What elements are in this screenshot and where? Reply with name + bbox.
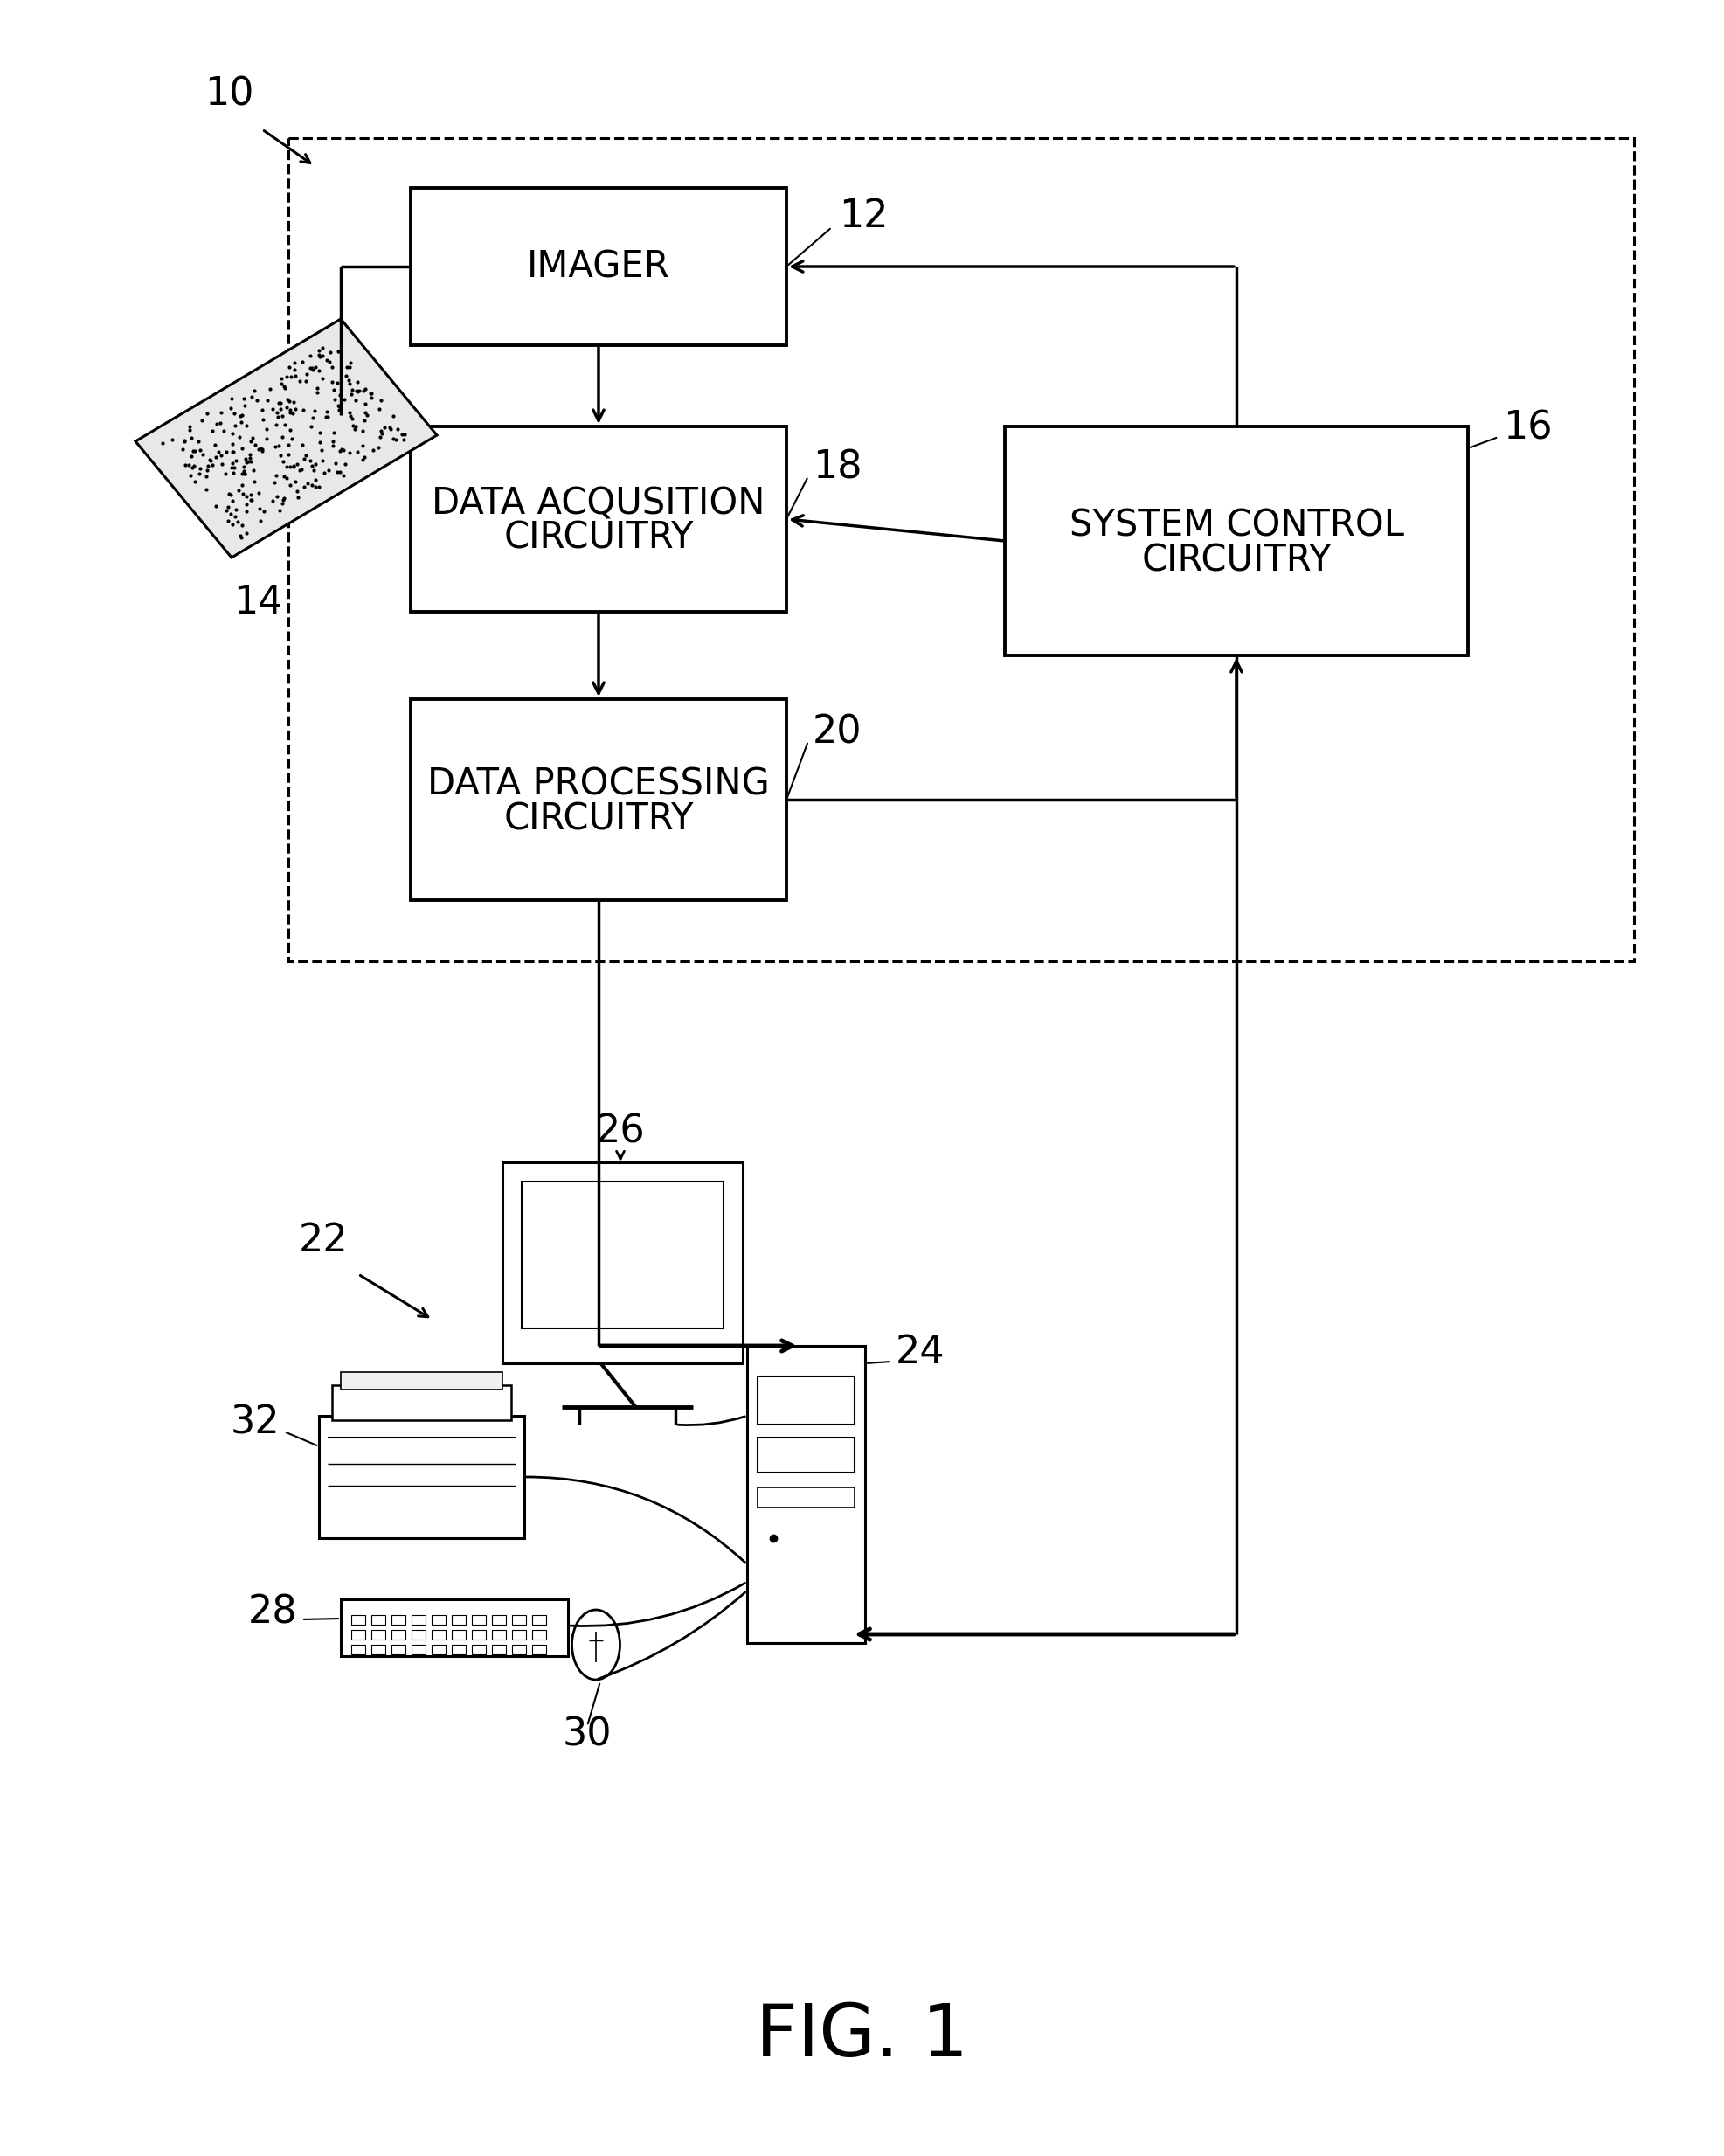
Ellipse shape [572, 1611, 619, 1680]
Polygon shape [333, 1384, 510, 1421]
Text: CIRCUITRY: CIRCUITRY [503, 520, 693, 556]
Polygon shape [1005, 427, 1467, 655]
Text: DATA ACQUSITION: DATA ACQUSITION [431, 485, 765, 522]
Text: 16: 16 [1502, 410, 1552, 446]
Polygon shape [341, 1371, 502, 1391]
Text: 32: 32 [229, 1404, 279, 1442]
Polygon shape [371, 1645, 384, 1654]
Polygon shape [452, 1645, 465, 1654]
Polygon shape [410, 188, 786, 345]
Polygon shape [452, 1615, 465, 1626]
Text: SYSTEM CONTROL: SYSTEM CONTROL [1069, 507, 1403, 543]
Polygon shape [533, 1615, 547, 1626]
Polygon shape [472, 1645, 486, 1654]
Text: 10: 10 [203, 75, 253, 112]
Polygon shape [352, 1615, 365, 1626]
Polygon shape [391, 1645, 405, 1654]
Polygon shape [319, 1416, 524, 1537]
Polygon shape [431, 1645, 445, 1654]
Polygon shape [472, 1615, 486, 1626]
Polygon shape [491, 1645, 505, 1654]
Polygon shape [412, 1645, 426, 1654]
Polygon shape [512, 1630, 526, 1639]
Polygon shape [533, 1645, 547, 1654]
Polygon shape [502, 1162, 743, 1363]
Polygon shape [410, 699, 786, 901]
Polygon shape [757, 1438, 853, 1473]
Polygon shape [371, 1615, 384, 1626]
Polygon shape [512, 1645, 526, 1654]
Polygon shape [410, 427, 786, 612]
Text: 30: 30 [562, 1716, 612, 1753]
Polygon shape [136, 319, 436, 558]
Text: CIRCUITRY: CIRCUITRY [503, 800, 693, 837]
Polygon shape [431, 1630, 445, 1639]
Text: 18: 18 [812, 448, 862, 487]
Polygon shape [391, 1615, 405, 1626]
Text: 12: 12 [838, 198, 888, 235]
Text: 22: 22 [298, 1222, 348, 1259]
Polygon shape [472, 1630, 486, 1639]
Polygon shape [431, 1615, 445, 1626]
Text: 24: 24 [895, 1335, 945, 1371]
Polygon shape [352, 1630, 365, 1639]
Polygon shape [533, 1630, 547, 1639]
Text: DATA PROCESSING: DATA PROCESSING [428, 765, 769, 802]
Text: 14: 14 [233, 584, 283, 621]
Polygon shape [341, 1600, 567, 1656]
Polygon shape [371, 1630, 384, 1639]
Polygon shape [491, 1615, 505, 1626]
Text: FIG. 1: FIG. 1 [755, 2001, 969, 2072]
Polygon shape [412, 1630, 426, 1639]
Text: 20: 20 [812, 714, 862, 750]
Polygon shape [746, 1345, 865, 1643]
Polygon shape [521, 1181, 722, 1328]
Text: IMAGER: IMAGER [528, 248, 669, 285]
Polygon shape [491, 1630, 505, 1639]
Polygon shape [352, 1645, 365, 1654]
Polygon shape [757, 1376, 853, 1425]
Polygon shape [391, 1630, 405, 1639]
Polygon shape [512, 1615, 526, 1626]
Polygon shape [412, 1615, 426, 1626]
Polygon shape [452, 1630, 465, 1639]
Text: CIRCUITRY: CIRCUITRY [1141, 541, 1331, 578]
Text: 28: 28 [248, 1593, 297, 1632]
Text: 26: 26 [595, 1112, 645, 1151]
Polygon shape [757, 1488, 853, 1507]
